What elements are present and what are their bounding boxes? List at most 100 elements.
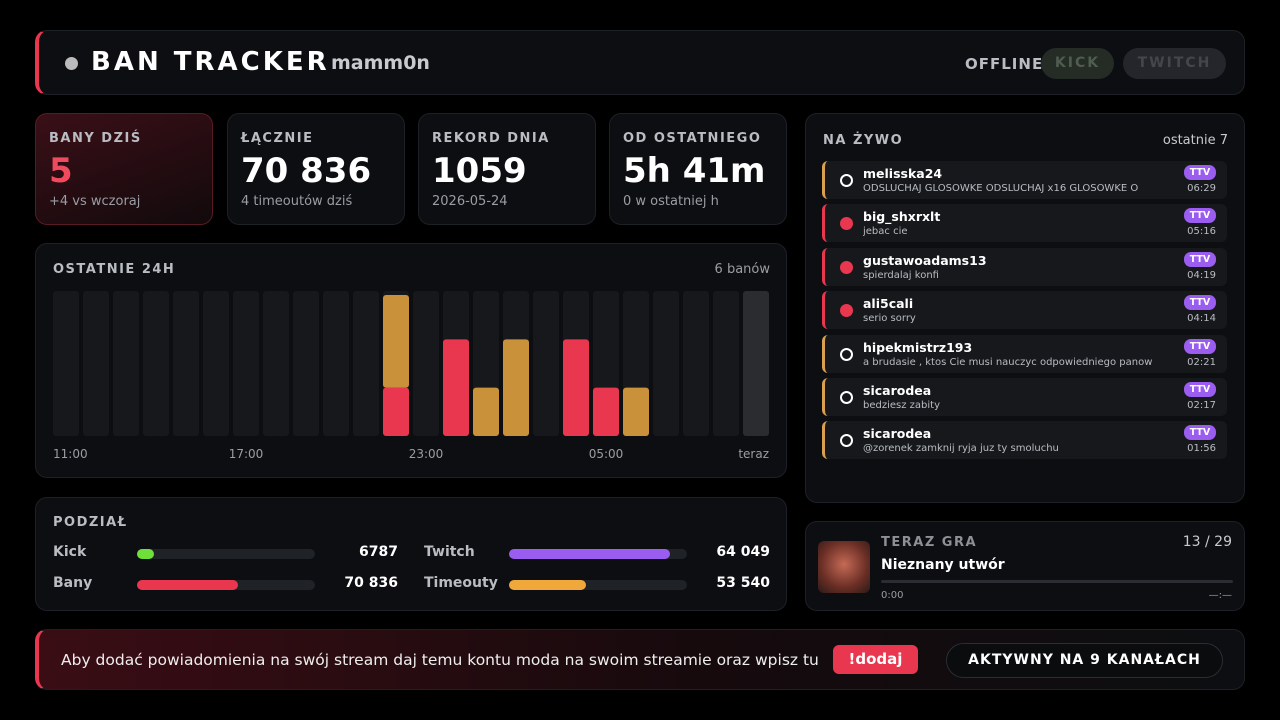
split-track [509, 580, 687, 590]
message: bedziesz zabity [863, 400, 941, 411]
split-label: Twitch [424, 544, 475, 560]
split-value: 70 836 [344, 575, 398, 591]
bar-segment [443, 339, 469, 436]
split-value: 53 540 [716, 575, 770, 591]
duration: —:— [1208, 590, 1232, 601]
stat-value: 5h 41m [623, 151, 766, 191]
badge: TTV [1184, 295, 1216, 311]
x-tick-label: teraz [738, 447, 769, 461]
bar-track [233, 291, 259, 436]
user: gustawoadams13 [863, 252, 987, 268]
live-item: ali5cali serio sorry TTV 04:14 [822, 291, 1227, 330]
app-title: BAN TRACKER [91, 47, 330, 77]
stat-label: REKORD DNIA [432, 131, 550, 146]
bar-track [653, 291, 679, 436]
split-label: Timeouty [424, 575, 498, 591]
user: ali5cali [863, 296, 914, 312]
user: big_shxrxlt [863, 209, 941, 225]
chart-panel: OSTATNIE 24H 6 banów 11:00 17:00 23:00 05:0… [35, 243, 787, 478]
live-item: big_shxrxlt jebac cie TTV 05:16 [822, 204, 1227, 243]
kick-button[interactable]: KICK [1041, 48, 1114, 79]
active-channels[interactable]: AKTYWNY NA 9 KANAŁACH [946, 643, 1223, 678]
bar-segment [383, 387, 409, 436]
ban-icon [840, 217, 853, 231]
live-subtitle: ostatnie 7 [1162, 133, 1228, 148]
bar-segment [503, 339, 529, 436]
message: serio sorry [863, 313, 916, 325]
bar-track [53, 291, 79, 436]
stat-note: +4 vs wczoraj [49, 194, 141, 209]
stat-note: 4 timeoutów dziś [241, 194, 353, 209]
badge: TTV [1184, 338, 1216, 354]
live-item: gustawoadams13 spierdalaj konfi TTV 04:19 [822, 247, 1227, 286]
message: @zorenek zamknij ryja juz ty smoluchu [863, 443, 1059, 455]
split-bar [137, 549, 155, 559]
queue-position: 13 / 29 [1182, 534, 1232, 550]
track-title: Nieznany utwór [881, 557, 1005, 573]
stat-note: 2026-05-24 [432, 194, 508, 209]
live-item: sicarodea @zorenek zamknij ryja juz ty sm… [822, 421, 1227, 460]
bar-track [83, 291, 109, 436]
user: melisska24 [863, 166, 943, 181]
badge: TTV [1184, 382, 1216, 397]
message: a brudasie , ktos Cie musi nauczyc odpow… [863, 356, 1153, 368]
x-tick-label: 11:00 [53, 447, 88, 461]
bar-segment [473, 387, 499, 436]
footer-text: Aby dodać powiadomienia na swój stream d… [61, 651, 819, 669]
time: 04:14 [1187, 313, 1216, 325]
split-bar [509, 580, 586, 590]
time: 01:56 [1187, 443, 1216, 455]
user: hipekmistrz193 [863, 339, 973, 355]
split-track [137, 549, 315, 559]
timeout-icon [840, 434, 853, 448]
stat-label: ŁĄCZNIE [241, 131, 314, 146]
split-value: 6787 [359, 544, 398, 560]
stat-card: ŁĄCZNIE 70 836 4 timeoutów dziś [227, 113, 405, 225]
bar-track [413, 291, 439, 436]
bar-track [113, 291, 139, 436]
bar-track [173, 291, 199, 436]
bar-track [323, 291, 349, 436]
stat-value: 5 [49, 151, 73, 191]
split-value: 64 049 [716, 544, 770, 560]
live-item: sicarodea bedziesz zabity TTV 02:17 [822, 378, 1227, 416]
bar-track [683, 291, 709, 436]
user: sicarodea [863, 426, 932, 442]
badge: TTV [1184, 165, 1216, 180]
x-tick-label: 05:00 [589, 447, 624, 461]
bar-track [263, 291, 289, 436]
ban-icon [840, 260, 853, 274]
live-title: NA ŻYWO [823, 133, 904, 148]
bar-track [713, 291, 739, 436]
stat-note: 0 w ostatniej h [623, 194, 719, 209]
timeout-icon [840, 174, 853, 187]
time: 04:19 [1187, 269, 1216, 281]
chart: 11:00 17:00 23:00 05:00 teraz [53, 291, 769, 461]
x-tick-label: 17:00 [229, 447, 264, 461]
now-playing: TERAZ GRA 13 / 29 Nieznany utwór 0:00 —:… [805, 521, 1245, 611]
stat-label: OD OSTATNIEGO [623, 131, 762, 146]
stat-card: REKORD DNIA 1059 2026-05-24 [418, 113, 596, 225]
bar-segment [563, 339, 589, 436]
twitch-button[interactable]: TWITCH [1123, 48, 1226, 79]
x-tick-label: 23:00 [409, 447, 444, 461]
bar-track [203, 291, 229, 436]
badge: TTV [1184, 425, 1216, 441]
bar-track [293, 291, 319, 436]
stat-value: 1059 [432, 151, 527, 191]
split-label: Bany [53, 575, 93, 591]
split-bar [509, 549, 670, 559]
timeout-icon [840, 347, 853, 361]
bar-segment [623, 387, 649, 436]
split-title: PODZIAŁ [53, 515, 128, 530]
track-thumbnail [818, 541, 870, 593]
split-label: Kick [53, 544, 87, 560]
stat-value: 70 836 [241, 151, 372, 191]
elapsed: 0:00 [881, 590, 904, 601]
user: sicarodea [863, 383, 932, 398]
badge: TTV [1184, 208, 1216, 224]
command[interactable]: !dodaj [833, 645, 918, 674]
stat-card: OD OSTATNIEGO 5h 41m 0 w ostatniej h [609, 113, 787, 225]
